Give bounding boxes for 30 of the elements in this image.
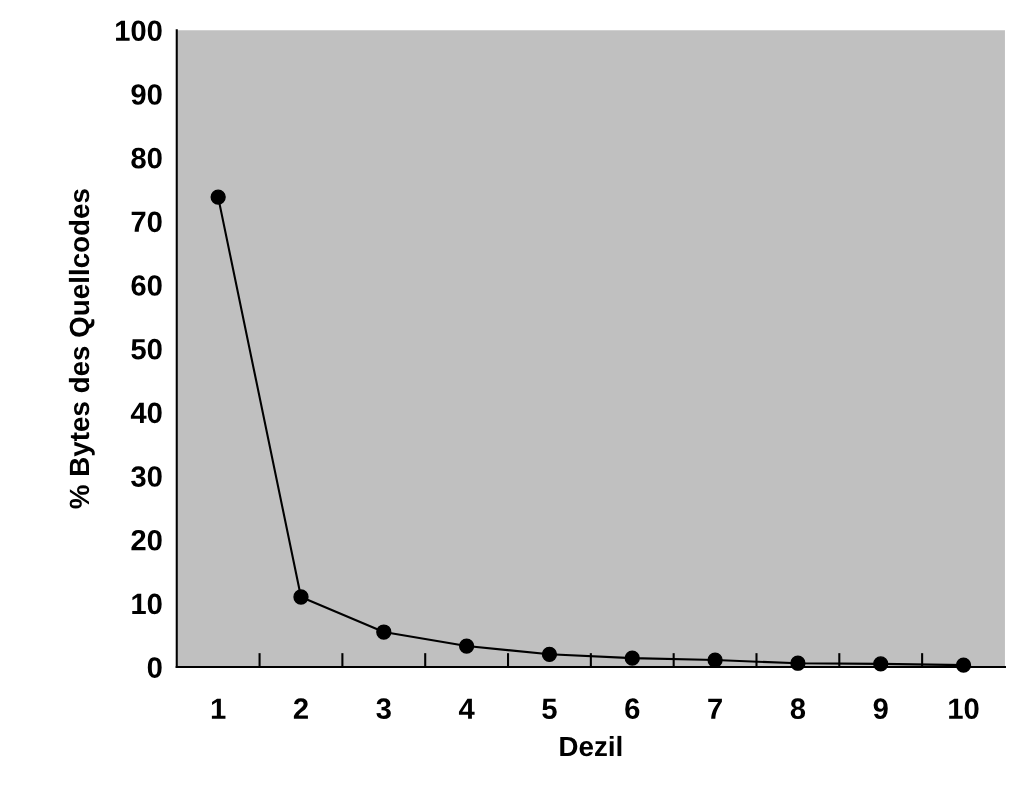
x-tick-label: 6 — [625, 698, 640, 720]
y-tick-label: 40 — [130, 402, 162, 424]
y-tick-label: 100 — [116, 20, 162, 42]
point — [293, 589, 309, 605]
x-tick-label: 10 — [949, 698, 979, 720]
y-tick-label: 30 — [131, 466, 162, 487]
point — [707, 652, 723, 668]
point — [458, 638, 475, 654]
y-tick-label: 60 — [131, 275, 162, 296]
y-tick-label: 50 — [131, 338, 162, 360]
y-tick-label: 20 — [131, 529, 162, 551]
x-tick-label: 4 — [458, 698, 475, 719]
x-tick-label: 3 — [376, 698, 391, 720]
point — [624, 650, 640, 666]
y-tick-label: 0 — [147, 657, 162, 678]
point — [210, 189, 226, 205]
y-tick-label: 10 — [132, 593, 162, 615]
x-axis-title: Dezil — [560, 735, 622, 757]
y-tick-label: 70 — [131, 211, 162, 233]
x-tick-label: 2 — [293, 698, 308, 719]
point — [541, 646, 558, 662]
y-tick-label: 80 — [131, 147, 162, 169]
x-tick-label: 1 — [211, 698, 226, 719]
y-axis-title: % Bytes des Quellcodes — [68, 189, 95, 509]
x-tick-label: 8 — [790, 698, 806, 720]
x-tick-label: 5 — [542, 698, 557, 720]
y-tick-label: 90 — [131, 84, 162, 105]
x-tick-label: 7 — [708, 698, 722, 719]
point — [376, 624, 392, 640]
x-tick-label: 9 — [873, 698, 888, 720]
